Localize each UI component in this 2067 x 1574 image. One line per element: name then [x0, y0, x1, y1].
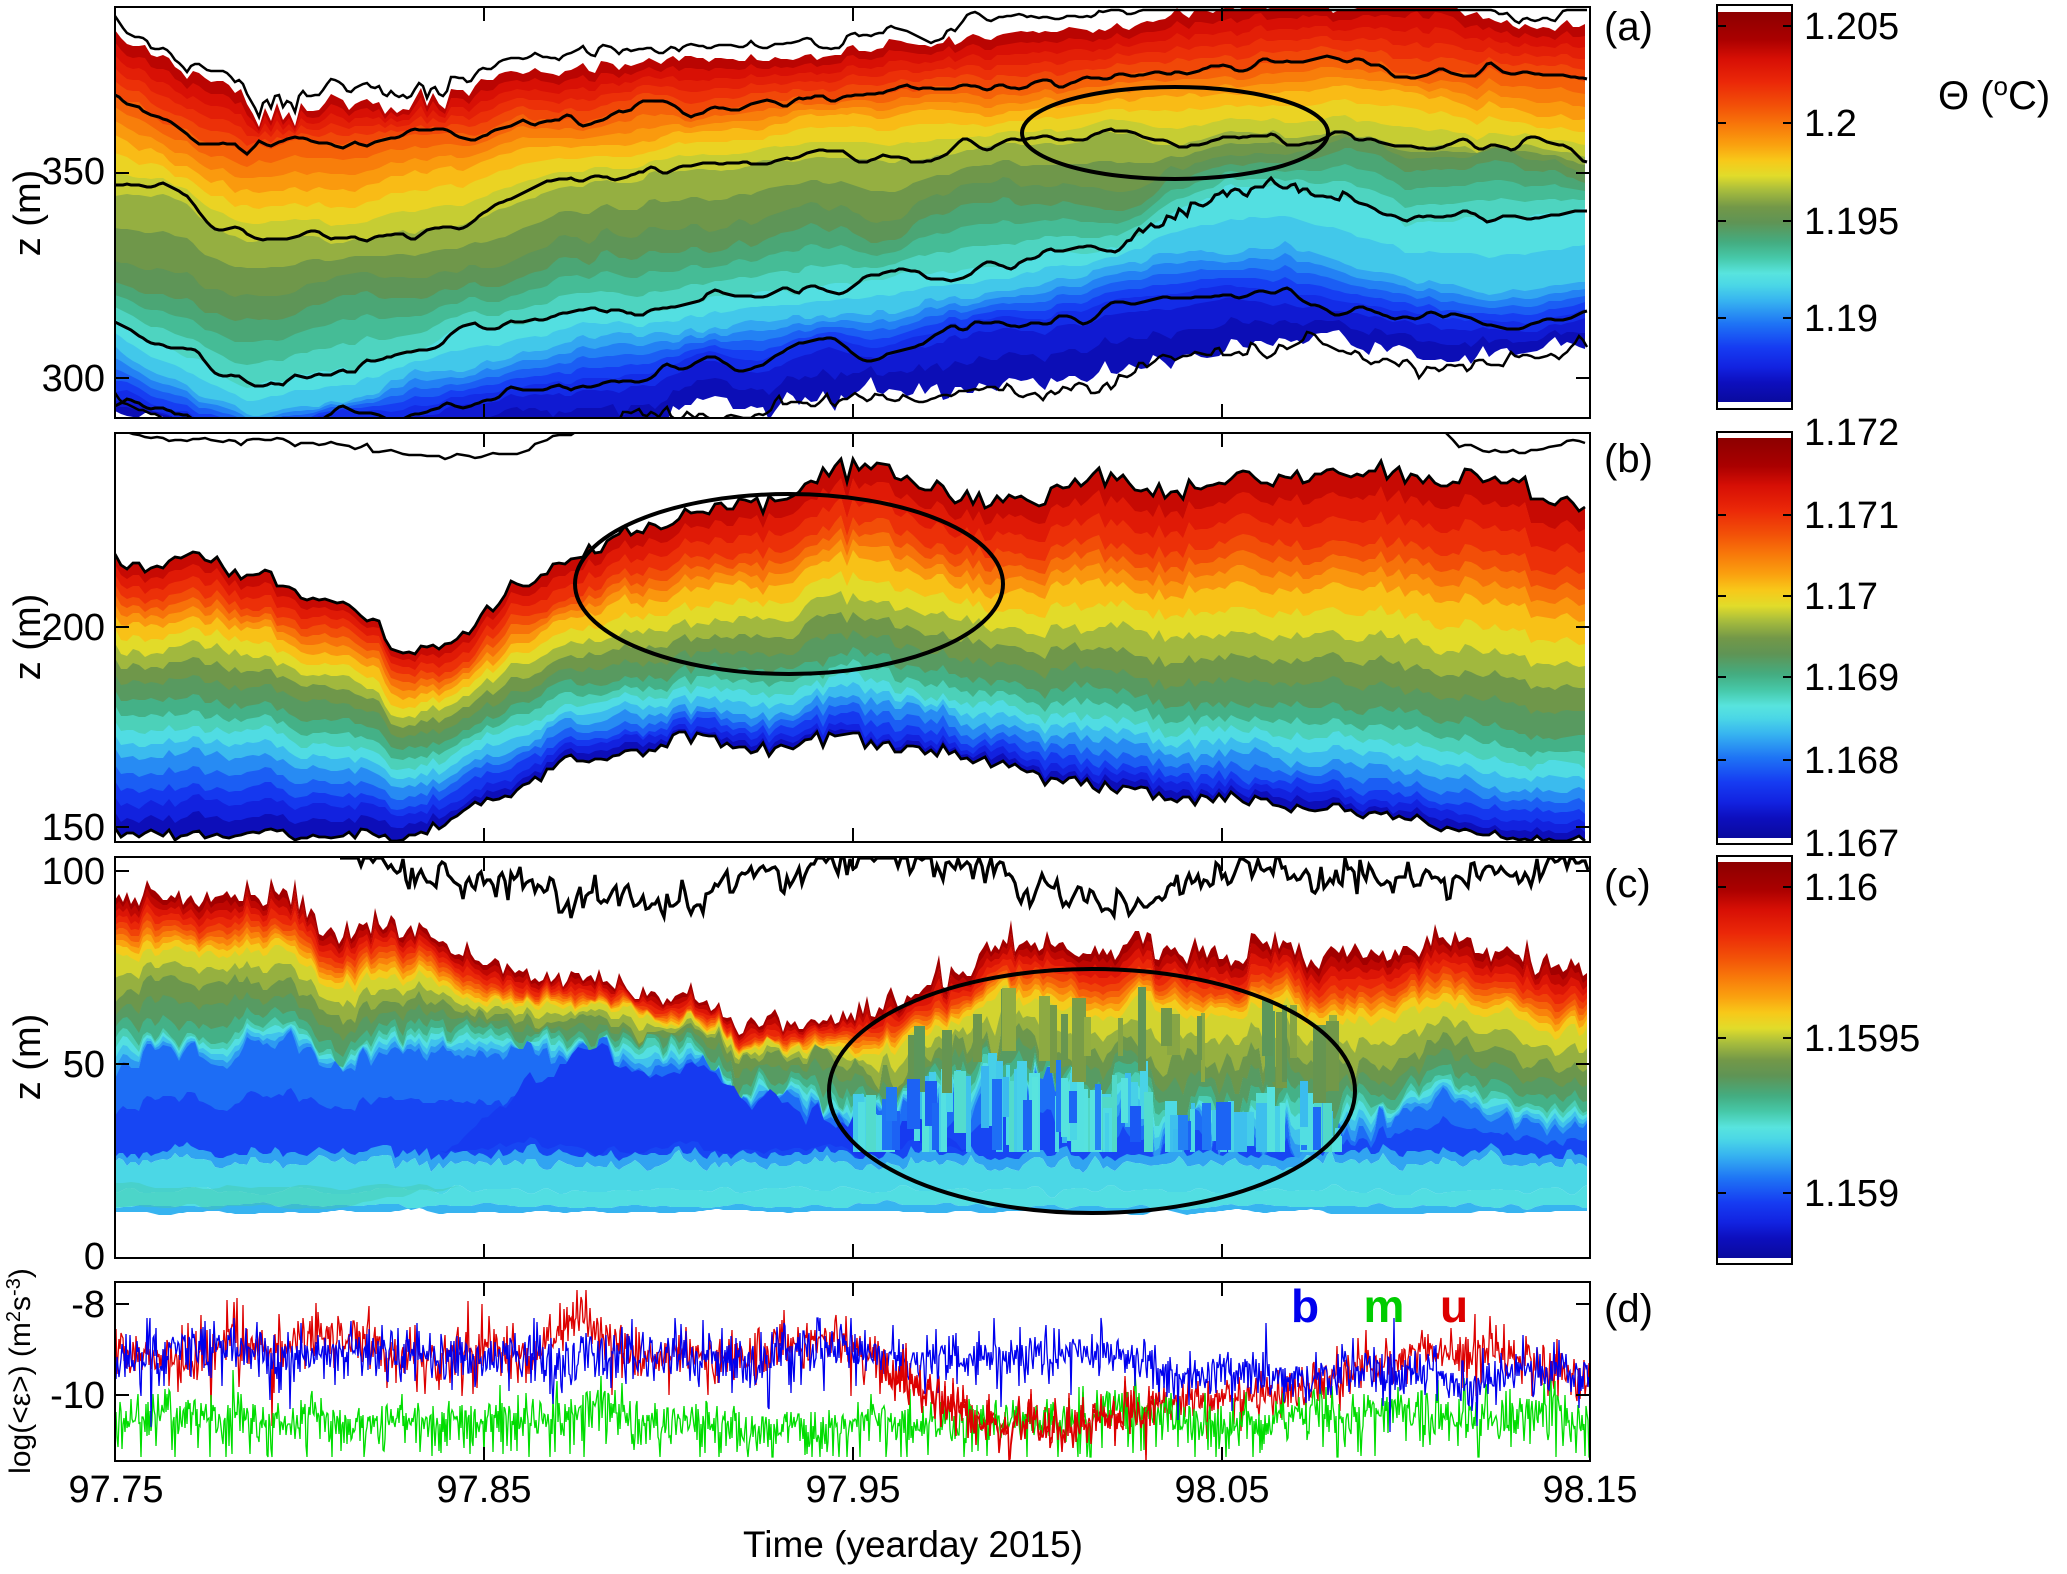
svg-text:100: 100 — [42, 851, 105, 893]
svg-text:350: 350 — [42, 151, 105, 193]
svg-text:1.205: 1.205 — [1804, 6, 1899, 48]
svg-text:(a): (a) — [1604, 5, 1653, 49]
svg-text:1.171: 1.171 — [1804, 495, 1899, 537]
svg-text:-8: -8 — [71, 1284, 105, 1326]
svg-text:97.95: 97.95 — [805, 1469, 900, 1511]
svg-text:m: m — [1364, 1280, 1405, 1332]
svg-text:150: 150 — [42, 807, 105, 849]
svg-text:1.19: 1.19 — [1804, 298, 1878, 340]
svg-text:97.85: 97.85 — [436, 1469, 531, 1511]
svg-text:1.168: 1.168 — [1804, 740, 1899, 782]
svg-text:Time (yearday 2015): Time (yearday 2015) — [743, 1524, 1083, 1565]
svg-text:98.15: 98.15 — [1542, 1469, 1637, 1511]
svg-text:200: 200 — [42, 607, 105, 649]
svg-text:1.2: 1.2 — [1804, 103, 1857, 145]
svg-text:1.159: 1.159 — [1804, 1173, 1899, 1215]
svg-text:50: 50 — [63, 1044, 105, 1086]
svg-text:98.05: 98.05 — [1174, 1469, 1269, 1511]
svg-text:1.17: 1.17 — [1804, 576, 1878, 618]
svg-text:0: 0 — [84, 1236, 105, 1278]
svg-text:1.172: 1.172 — [1804, 412, 1899, 454]
svg-text:z (m): z (m) — [7, 594, 49, 681]
svg-text:b: b — [1291, 1280, 1319, 1332]
svg-text:u: u — [1440, 1280, 1468, 1332]
svg-text:1.195: 1.195 — [1804, 201, 1899, 243]
svg-text:97.75: 97.75 — [68, 1469, 163, 1511]
svg-text:z (m): z (m) — [7, 170, 49, 257]
svg-text:(c): (c) — [1604, 862, 1651, 906]
svg-text:1.169: 1.169 — [1804, 657, 1899, 699]
svg-text:300: 300 — [42, 358, 105, 400]
svg-text:1.167: 1.167 — [1804, 823, 1899, 865]
svg-text:1.16: 1.16 — [1804, 867, 1878, 909]
svg-text:-10: -10 — [50, 1375, 105, 1417]
svg-text:(b): (b) — [1604, 437, 1653, 481]
svg-text:1.1595: 1.1595 — [1804, 1018, 1920, 1060]
svg-text:log(<ε>) (m2s-3): log(<ε>) (m2s-3) — [3, 1268, 37, 1474]
svg-text:(d): (d) — [1604, 1287, 1653, 1331]
svg-text:z (m): z (m) — [7, 1014, 49, 1101]
